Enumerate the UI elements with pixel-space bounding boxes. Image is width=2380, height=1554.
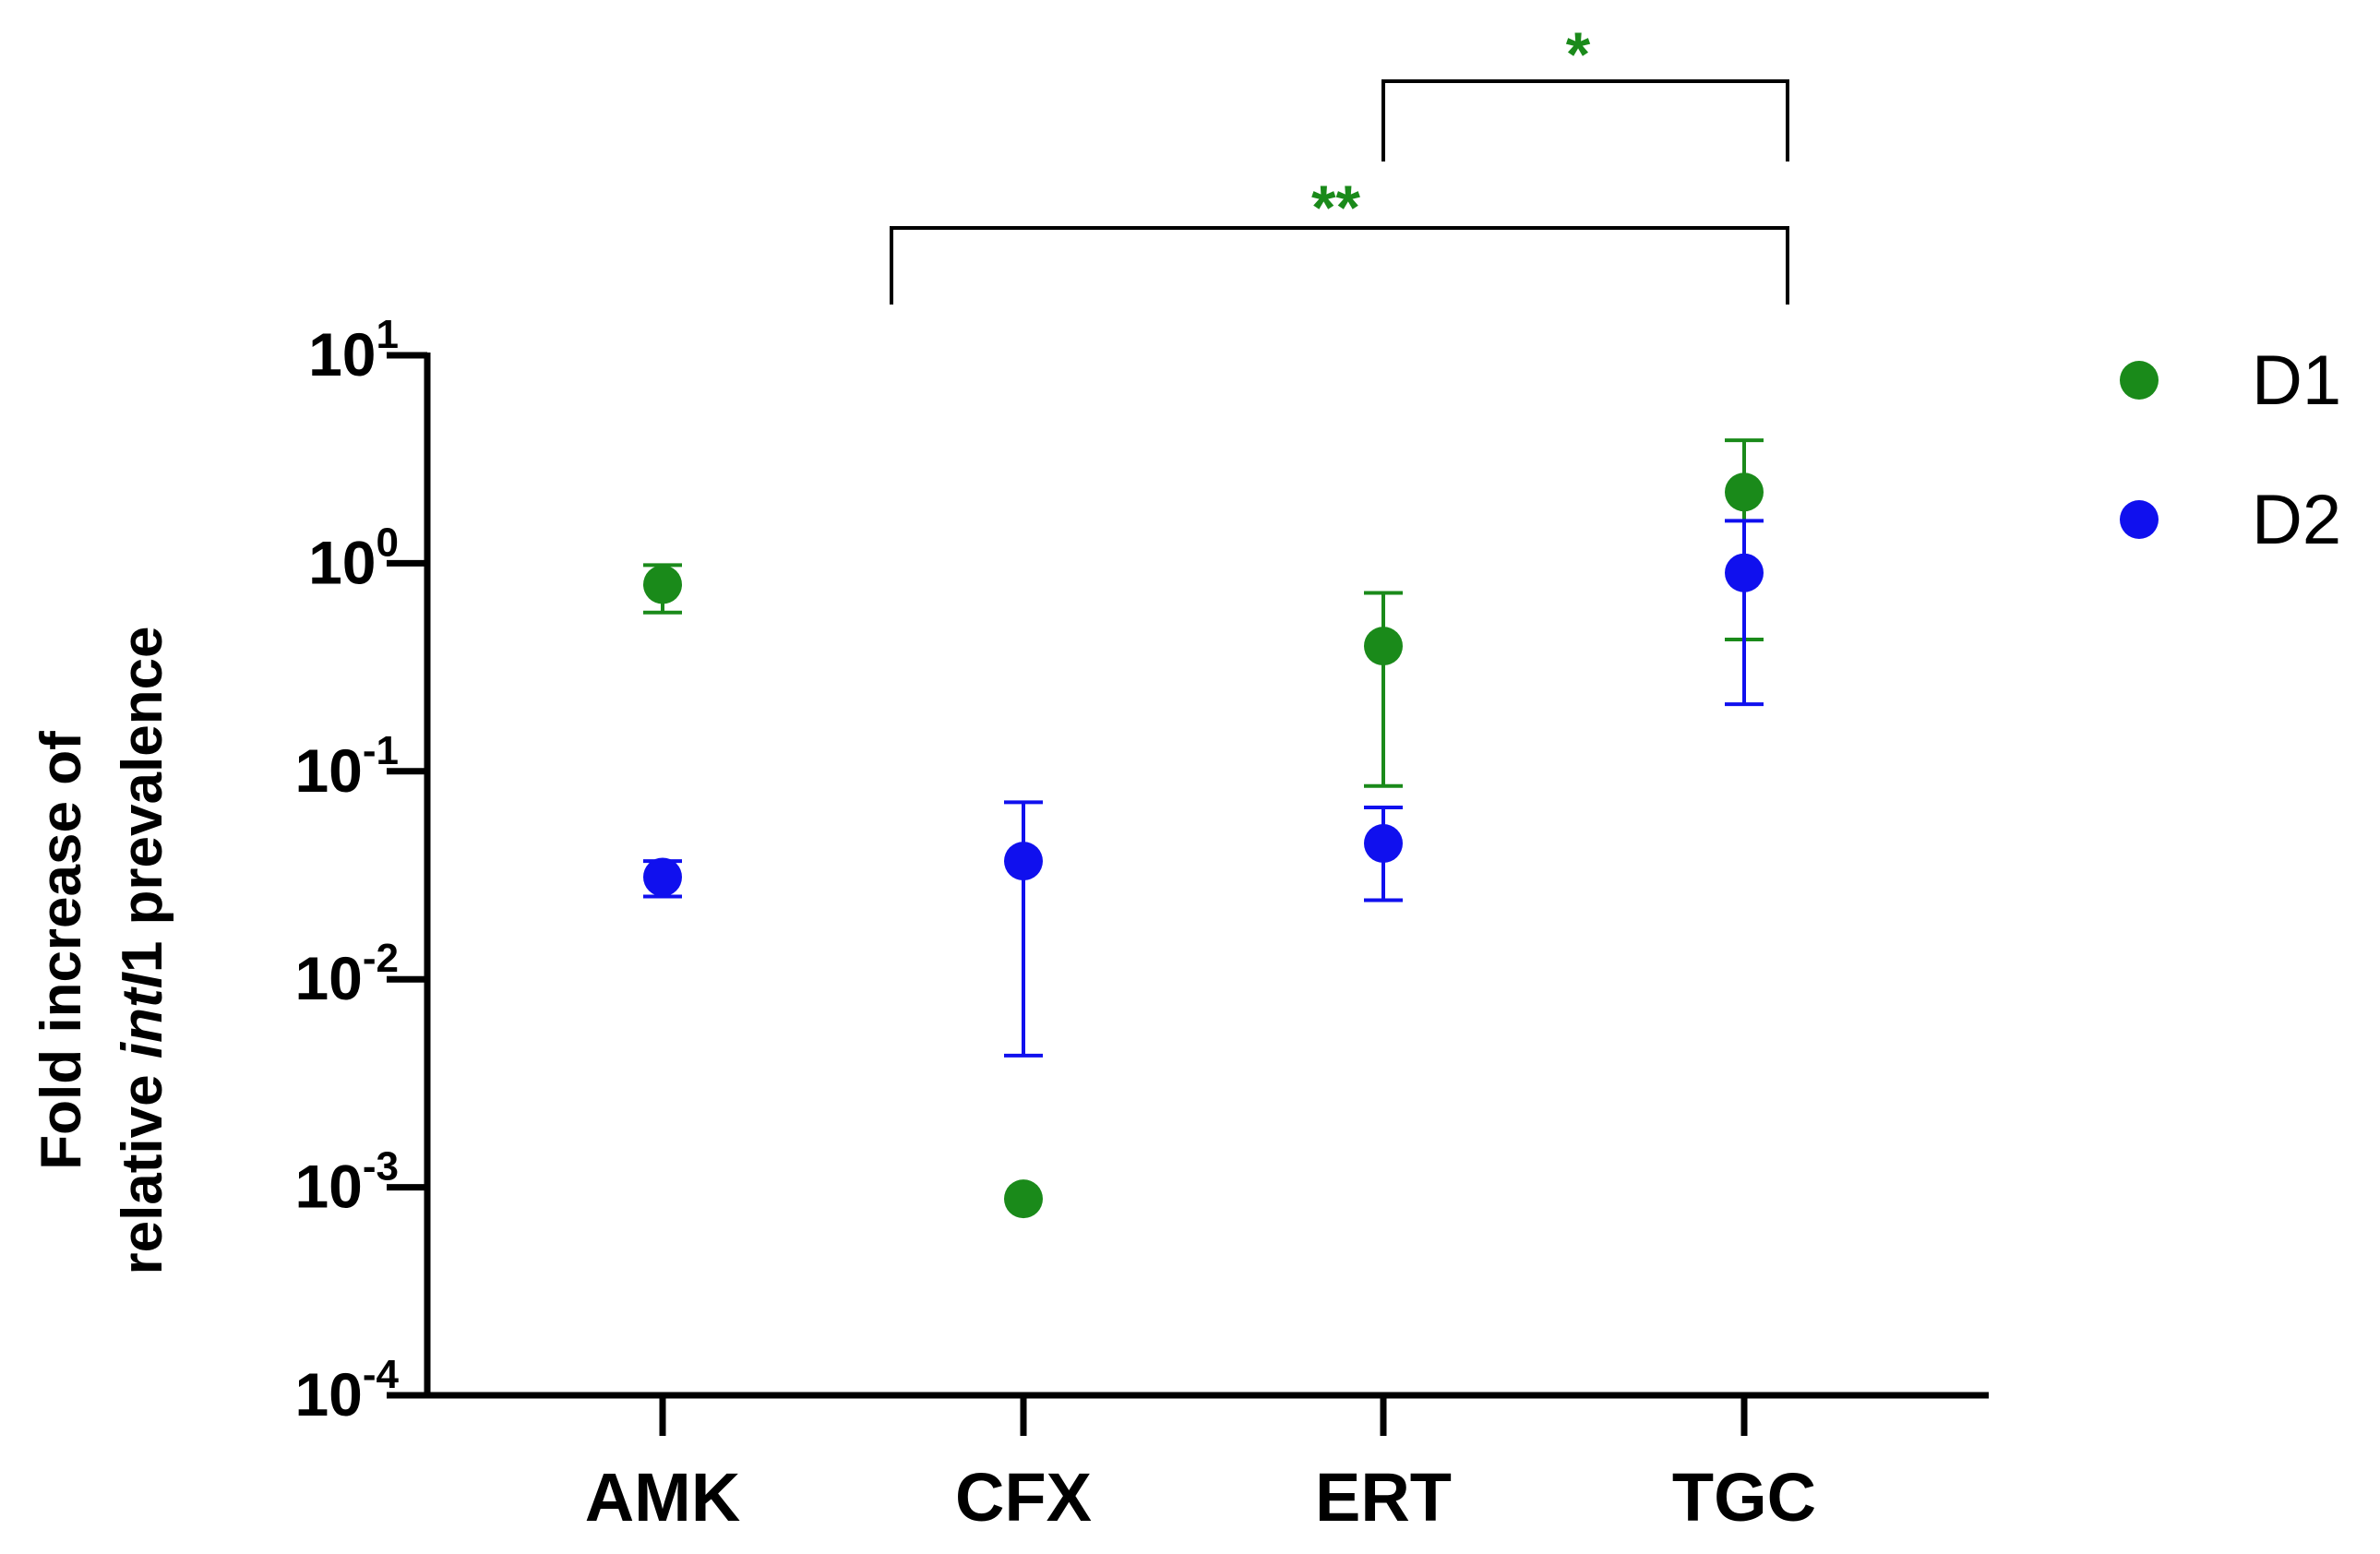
y-tick-label: 10-3 [294, 1144, 399, 1221]
data-point-d1 [1004, 1179, 1043, 1219]
y-tick-label: 100 [308, 520, 399, 596]
data-point-d1 [1364, 627, 1403, 666]
x-tick-label: CFX [955, 1459, 1092, 1536]
y-axis-label-line2-pre: relative [111, 1058, 174, 1274]
y-tick-base: 10 [294, 736, 362, 805]
y-tick-base: 10 [308, 320, 376, 388]
significance-label: * [1566, 19, 1591, 90]
legend-label-d2: D2 [2252, 481, 2341, 559]
y-tick-base: 10 [308, 528, 376, 596]
data-point-d2 [1004, 842, 1043, 881]
y-axis-label-line2-post: 1 prevalence [111, 626, 174, 973]
y-tick-label: 10-4 [294, 1352, 399, 1428]
y-axis-label-line1: Fold increase of [30, 731, 93, 1170]
error-bars [643, 438, 1764, 1058]
y-axis-label-line2: relative intI1 prevalence [111, 626, 174, 1274]
legend: D1 D2 [2120, 341, 2341, 559]
y-tick-exponent: -3 [363, 1144, 399, 1189]
data-point-d2 [1364, 823, 1403, 863]
y-tick-base: 10 [294, 1360, 362, 1428]
significance-bracket [1381, 79, 1789, 161]
y-tick-label: 10-2 [294, 936, 399, 1012]
y-tick-exponent: 0 [377, 520, 399, 565]
significance-label: ** [1311, 173, 1360, 243]
y-tick-label: 10-1 [294, 728, 399, 805]
data-point-d1 [643, 565, 682, 604]
y-tick-exponent: 1 [377, 312, 399, 357]
significance-bracket [890, 226, 1789, 305]
data-point-d2 [643, 857, 682, 897]
legend-marker-d1 [2120, 361, 2159, 400]
y-tick-base: 10 [294, 944, 362, 1012]
x-tick-label: AMK [585, 1459, 741, 1536]
y-axis-label-line2-italic: intI [111, 971, 174, 1058]
y-tick-exponent: -1 [363, 728, 399, 773]
significance-brackets: *** [890, 19, 1789, 305]
x-ticks: AMK CFX ERT TGC [585, 1395, 1816, 1536]
data-point-d2 [1725, 553, 1764, 592]
y-tick-exponent: -2 [363, 936, 399, 981]
x-tick-label: TGC [1672, 1459, 1816, 1536]
legend-label-d1: D1 [2252, 341, 2341, 420]
y-axis-label: Fold increase of relative intI1 prevalen… [30, 626, 174, 1274]
y-tick-exponent: -4 [363, 1352, 400, 1397]
data-points [643, 472, 1764, 1219]
y-tick-base: 10 [294, 1153, 362, 1221]
legend-marker-d2 [2120, 500, 2159, 539]
y-tick-label: 101 [308, 312, 399, 388]
axes [424, 353, 1989, 1399]
x-tick-label: ERT [1315, 1459, 1452, 1536]
data-point-d1 [1725, 472, 1764, 512]
